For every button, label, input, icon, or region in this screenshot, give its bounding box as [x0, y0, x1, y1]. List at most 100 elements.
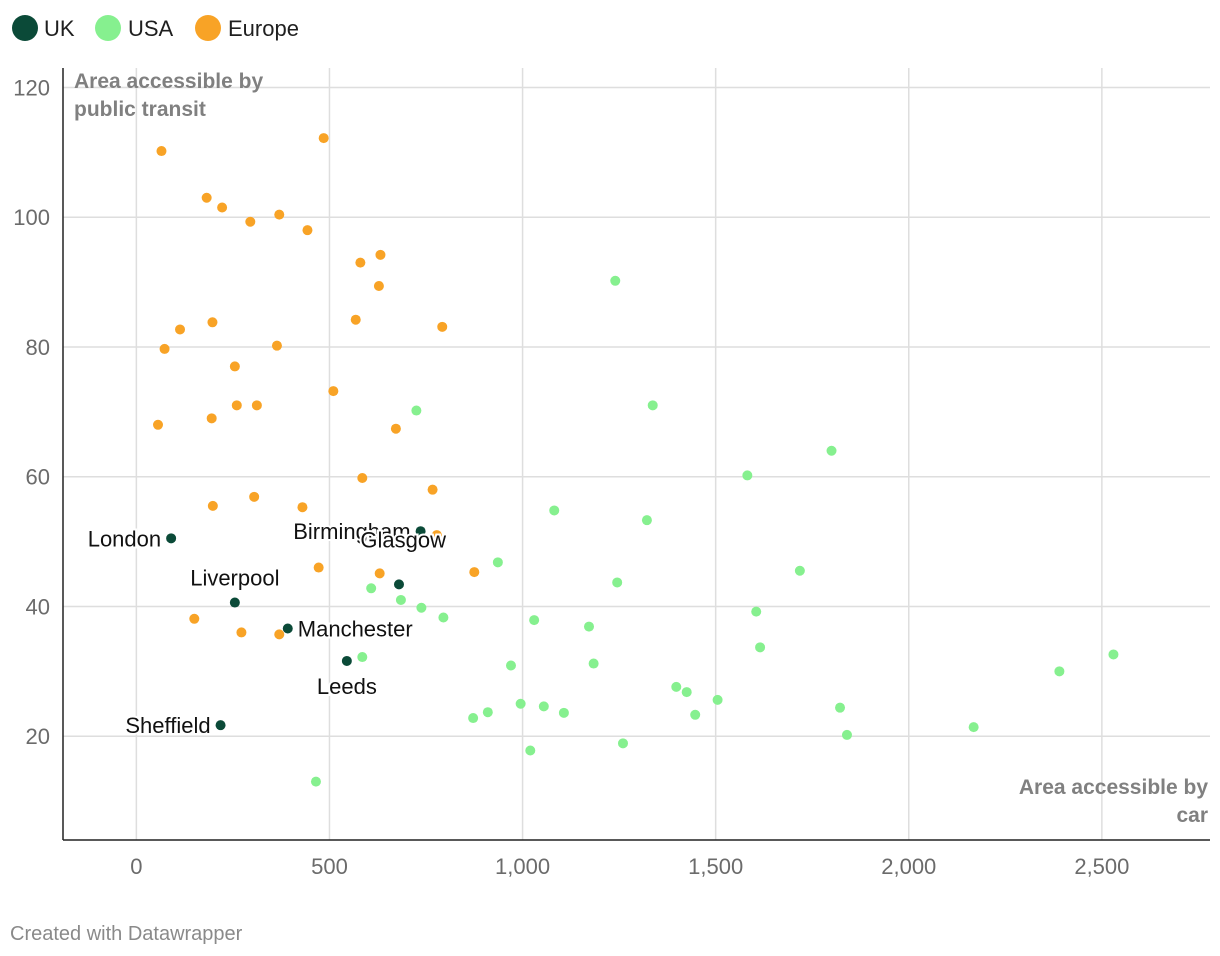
point-usa-35[interactable] — [617, 738, 628, 749]
data-points — [153, 133, 1119, 787]
point-london[interactable] — [166, 533, 177, 544]
point-europe-30[interactable] — [374, 568, 385, 579]
point-usa-10[interactable] — [366, 583, 377, 594]
point-europe-23[interactable] — [357, 473, 368, 484]
point-usa-25[interactable] — [712, 694, 723, 705]
point-europe-11[interactable] — [437, 321, 448, 332]
legend: UK USA Europe — [12, 15, 299, 41]
point-birmingham[interactable] — [415, 526, 426, 537]
point-europe-0[interactable] — [156, 146, 167, 157]
point-europe-16[interactable] — [229, 361, 240, 372]
point-sheffield[interactable] — [215, 720, 226, 731]
point-europe-25[interactable] — [249, 491, 260, 502]
point-usa-16[interactable] — [583, 621, 594, 632]
point-usa-2[interactable] — [411, 405, 422, 416]
point-europe-13[interactable] — [175, 324, 186, 335]
point-europe-28[interactable] — [431, 530, 442, 541]
point-usa-33[interactable] — [968, 722, 979, 733]
point-europe-17[interactable] — [328, 386, 339, 397]
point-europe-32[interactable] — [189, 613, 200, 624]
point-europe-3[interactable] — [217, 202, 228, 213]
point-usa-17[interactable] — [755, 642, 766, 653]
point-usa-7[interactable] — [492, 557, 503, 568]
point-europe-19[interactable] — [251, 400, 262, 411]
point-manchester[interactable] — [282, 623, 293, 634]
point-europe-1[interactable] — [318, 133, 329, 144]
point-usa-12[interactable] — [416, 602, 427, 613]
point-usa-4[interactable] — [742, 470, 753, 481]
x-tick-label-1500: 1,500 — [688, 854, 743, 879]
point-europe-34[interactable] — [274, 629, 285, 640]
label-london: London — [88, 526, 161, 551]
point-europe-15[interactable] — [271, 340, 282, 351]
legend-swatch-europe — [195, 15, 221, 41]
point-europe-21[interactable] — [206, 413, 217, 424]
point-usa-34[interactable] — [841, 729, 852, 740]
point-usa-9[interactable] — [612, 577, 623, 588]
point-usa-20[interactable] — [588, 658, 599, 669]
point-liverpool[interactable] — [229, 597, 240, 608]
point-europe-27[interactable] — [297, 502, 308, 513]
point-usa-6[interactable] — [641, 515, 652, 526]
x-tick-label-500: 500 — [311, 854, 348, 879]
point-glasgow[interactable] — [393, 579, 404, 590]
y-axis-title-line-2: public transit — [74, 98, 206, 121]
point-europe-29[interactable] — [313, 562, 324, 573]
point-europe-14[interactable] — [159, 343, 170, 354]
point-usa-11[interactable] — [395, 594, 406, 605]
point-usa-0[interactable] — [610, 275, 621, 286]
point-usa-21[interactable] — [1054, 666, 1065, 677]
point-usa-18[interactable] — [357, 652, 368, 663]
series-europe — [153, 133, 480, 640]
x-tick-label-1000: 1,000 — [495, 854, 550, 879]
point-usa-23[interactable] — [671, 681, 682, 692]
point-usa-26[interactable] — [515, 698, 526, 709]
series-uk — [166, 526, 426, 731]
legend-item-europe[interactable]: Europe — [195, 15, 299, 41]
point-europe-31[interactable] — [469, 567, 480, 578]
point-usa-19[interactable] — [505, 660, 516, 671]
footer-credit[interactable]: Created with Datawrapper — [10, 923, 243, 945]
point-usa-37[interactable] — [310, 776, 321, 787]
point-europe-2[interactable] — [201, 192, 212, 203]
point-europe-5[interactable] — [274, 209, 285, 220]
point-europe-8[interactable] — [375, 249, 386, 260]
point-usa-15[interactable] — [529, 615, 540, 626]
point-europe-10[interactable] — [350, 314, 361, 325]
point-europe-33[interactable] — [236, 627, 247, 638]
point-usa-30[interactable] — [482, 707, 493, 718]
point-usa-24[interactable] — [681, 687, 692, 698]
point-usa-22[interactable] — [1108, 649, 1119, 660]
point-usa-3[interactable] — [826, 445, 837, 456]
point-europe-9[interactable] — [373, 280, 384, 291]
y-axis-ticks: 20 40 60 80 100 120 — [13, 75, 50, 749]
point-europe-18[interactable] — [231, 400, 242, 411]
point-europe-26[interactable] — [207, 500, 218, 511]
point-europe-4[interactable] — [245, 216, 256, 227]
x-tick-label-2500: 2,500 — [1074, 854, 1129, 879]
point-usa-28[interactable] — [835, 702, 846, 713]
point-usa-14[interactable] — [751, 606, 762, 617]
point-usa-8[interactable] — [794, 565, 805, 576]
point-europe-22[interactable] — [390, 423, 401, 434]
point-europe-24[interactable] — [427, 484, 438, 495]
point-usa-32[interactable] — [690, 709, 701, 720]
point-europe-6[interactable] — [302, 225, 313, 236]
point-usa-31[interactable] — [558, 707, 569, 718]
point-europe-20[interactable] — [153, 419, 164, 430]
y-axis-title-line-1: Area accessible by — [74, 70, 263, 93]
point-leeds[interactable] — [341, 655, 352, 666]
legend-label-uk: UK — [44, 16, 75, 41]
point-usa-27[interactable] — [538, 701, 549, 712]
point-usa-1[interactable] — [647, 400, 658, 411]
legend-item-uk[interactable]: UK — [12, 15, 75, 41]
point-europe-7[interactable] — [355, 257, 366, 268]
point-usa-5[interactable] — [549, 505, 560, 516]
point-usa-29[interactable] — [468, 713, 479, 724]
legend-item-usa[interactable]: USA — [95, 15, 174, 41]
point-europe-12[interactable] — [207, 317, 218, 328]
series-usa — [310, 275, 1119, 787]
point-usa-13[interactable] — [438, 612, 449, 623]
point-usa-36[interactable] — [525, 745, 536, 756]
